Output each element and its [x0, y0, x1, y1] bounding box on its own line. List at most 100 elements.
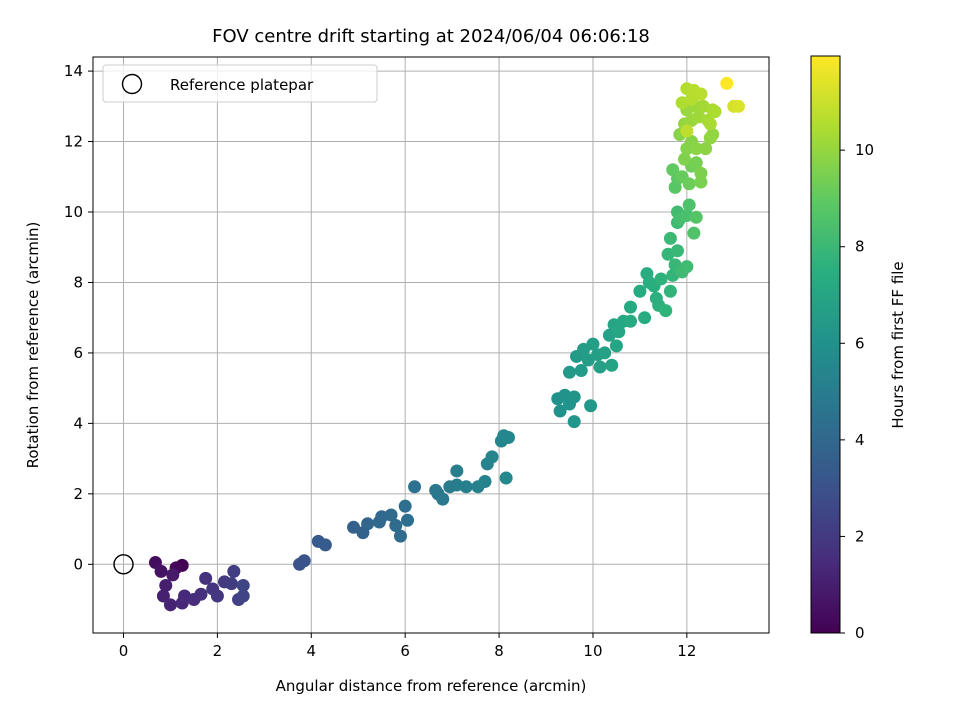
data-point: [633, 284, 647, 298]
data-point: [210, 589, 224, 603]
data-point: [485, 450, 499, 464]
data-point: [689, 210, 703, 224]
data-point: [624, 300, 638, 314]
chart-title: FOV centre drift starting at 2024/06/04 …: [212, 26, 650, 47]
data-point: [562, 365, 576, 379]
x-tick-label: 4: [307, 642, 317, 660]
colorbar-tick-label: 2: [855, 527, 865, 545]
data-point: [318, 538, 332, 552]
x-tick-label: 12: [677, 642, 696, 660]
y-tick-label: 2: [73, 485, 83, 503]
data-point: [224, 577, 238, 591]
legend: Reference platepar: [102, 64, 378, 103]
data-point: [166, 568, 180, 582]
x-tick-label: 8: [494, 642, 504, 660]
x-tick-label: 2: [213, 642, 223, 660]
data-point: [687, 226, 701, 240]
data-point: [680, 260, 694, 274]
plot-background: [93, 57, 769, 633]
data-point: [663, 284, 677, 298]
data-point: [401, 513, 415, 527]
colorbar-tick-label: 4: [855, 431, 865, 449]
data-point: [393, 529, 407, 543]
data-point: [720, 76, 734, 90]
data-point: [459, 480, 473, 494]
data-point: [609, 339, 623, 353]
data-point: [682, 198, 696, 212]
y-tick-label: 8: [73, 273, 83, 291]
data-point: [689, 142, 703, 156]
data-point: [598, 346, 612, 360]
data-point: [663, 231, 677, 245]
data-point: [236, 589, 250, 603]
data-point: [297, 554, 311, 568]
x-tick-label: 0: [119, 642, 129, 660]
data-point: [408, 480, 422, 494]
colorbar-tick-label: 0: [855, 624, 865, 642]
data-point: [678, 152, 691, 166]
data-point: [398, 499, 412, 513]
colorbar-label: Hours from first FF file: [889, 261, 907, 428]
y-tick-label: 4: [73, 414, 83, 432]
x-tick-label: 6: [400, 642, 410, 660]
data-point: [708, 105, 722, 119]
colorbar-tick-label: 8: [855, 238, 865, 256]
y-axis-label: Rotation from reference (arcmin): [24, 222, 42, 469]
legend-box: [102, 64, 378, 103]
data-point: [436, 492, 450, 506]
data-point: [361, 517, 375, 531]
legend-entry-reference: Reference platepar: [170, 76, 314, 94]
data-point: [450, 464, 464, 478]
colorbar: 0 2 4 6 8 10 Hours from first FF file: [810, 55, 907, 642]
x-axis-label: Angular distance from reference (arcmin): [276, 677, 587, 695]
data-point: [731, 99, 745, 113]
scatter-points: [148, 76, 745, 612]
data-point: [624, 314, 638, 328]
data-point: [389, 519, 403, 533]
data-point: [638, 311, 652, 325]
data-point: [682, 177, 696, 191]
x-axis-ticks: 0 2 4 6 8 10 12: [119, 633, 696, 660]
data-point: [586, 337, 600, 351]
data-point: [654, 272, 668, 286]
data-point: [384, 508, 398, 522]
data-point: [694, 87, 708, 101]
data-point: [689, 156, 703, 170]
legend-marker-icon: [121, 73, 143, 95]
data-point: [703, 117, 717, 131]
y-axis-ticks: 0 2 4 6 8 10 12 14: [64, 62, 93, 573]
data-point: [605, 358, 619, 372]
data-point: [501, 430, 515, 444]
y-tick-label: 6: [73, 344, 83, 362]
y-tick-label: 12: [64, 133, 83, 151]
y-tick-label: 10: [64, 203, 83, 221]
colorbar-tick-label: 6: [855, 334, 865, 352]
data-point: [199, 571, 213, 585]
data-point: [478, 475, 492, 489]
data-point: [163, 598, 177, 612]
data-point: [194, 587, 208, 601]
data-point: [159, 578, 173, 592]
colorbar-gradient: [811, 56, 840, 633]
colorbar-ticks: 0 2 4 6 8 10: [840, 141, 874, 642]
data-point: [499, 471, 513, 485]
data-point: [593, 360, 607, 374]
data-point: [680, 124, 694, 138]
y-tick-label: 0: [73, 555, 83, 573]
y-tick-label: 14: [64, 62, 83, 80]
reference-platepar-marker: [113, 554, 134, 575]
data-point: [612, 325, 626, 339]
plot-frame: [92, 56, 770, 634]
data-point: [567, 415, 581, 429]
data-point: [584, 399, 598, 413]
data-point: [236, 578, 250, 592]
data-point: [699, 142, 713, 156]
data-point: [227, 564, 241, 578]
data-point: [706, 128, 720, 142]
data-point: [154, 564, 168, 578]
colorbar-tick-label: 10: [855, 141, 874, 159]
data-point: [666, 163, 680, 177]
x-tick-label: 10: [583, 642, 602, 660]
data-point: [574, 364, 588, 378]
